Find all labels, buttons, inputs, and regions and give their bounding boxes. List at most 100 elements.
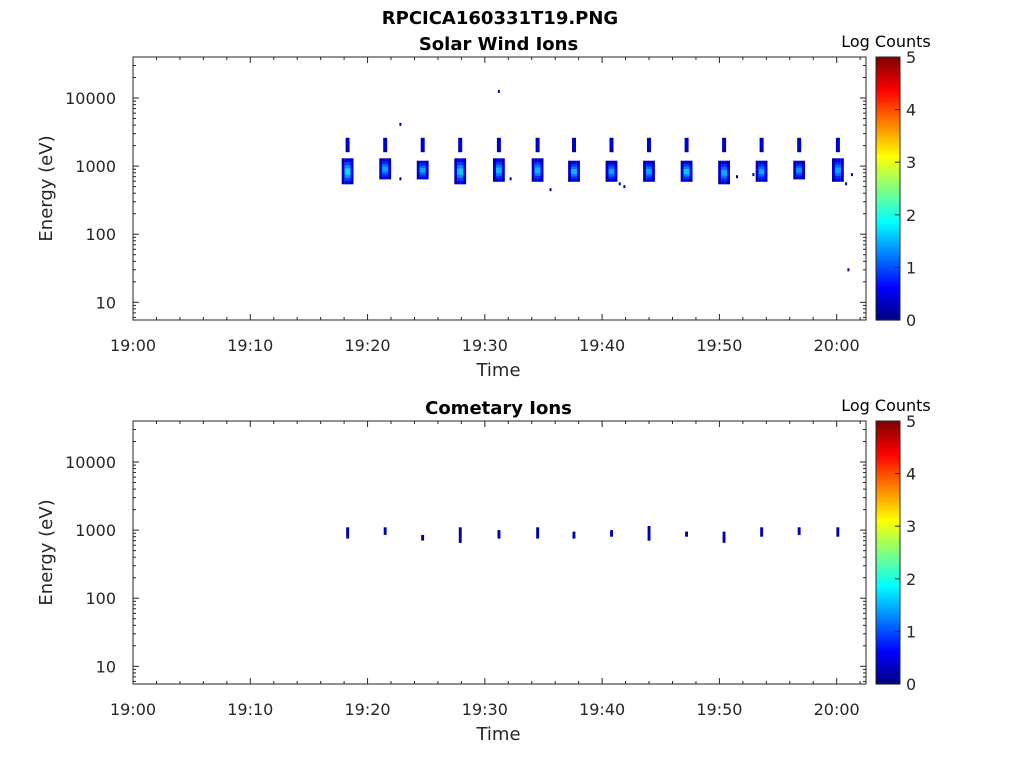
sweep-cell [416,163,420,166]
sweep-cell [832,178,835,182]
colorbar-step [876,149,900,153]
colorbar-step [876,251,900,255]
sweep-cell [419,160,423,164]
colorbar-step [876,573,900,577]
colorbar-step [876,541,900,546]
sweep-cell [689,176,693,180]
colorbar-step [876,442,900,446]
colorbar-step [876,478,900,483]
sweep-cell [793,165,797,168]
sweep-cell [764,163,768,167]
y-tick-label: 10 [96,293,116,312]
sweep-mark [458,527,462,543]
sweep-cell [416,167,420,171]
sweep-cell [382,166,386,170]
sweep-cell [347,174,351,178]
colorbar-step [876,473,900,477]
sweep-cell [686,176,690,180]
sweep-cell [689,165,693,169]
speck [399,177,402,181]
sweep-cell [649,163,652,167]
colorbar-step [876,544,900,548]
sweep-cell [605,165,609,169]
sweep-cell [573,176,577,180]
colorbar-step [876,264,900,268]
sweep-cell [718,166,722,170]
sweep-cell [718,178,722,182]
sweep-cell [651,171,655,175]
sweep-cell [611,178,615,182]
sweep-cell [755,176,759,180]
sweep-cell [534,178,538,182]
sweep-cell [571,168,574,172]
sweep-cell [834,175,838,179]
sweep-mark [421,534,425,541]
y-tick-label: 100 [85,589,116,608]
speck [736,175,738,179]
axes-frame [132,420,867,685]
speck [509,177,512,181]
sweep-cell [724,169,728,173]
sweep-cell [493,166,496,171]
sweep-cell [793,163,797,166]
sweep-cell [646,173,650,177]
sweep-cell [460,177,464,182]
sweep-cell [793,174,797,178]
colorbar-step [876,62,900,66]
colorbar-step [876,233,900,237]
y-axis: 10 100 1000 10000 [65,420,866,682]
y-axis-label: Energy (eV) [36,135,57,241]
sweep-cell [724,172,728,176]
colorbar-step [876,270,900,274]
colorbar-step [876,449,900,454]
sweep-cell [460,167,464,172]
colorbar-step [876,304,900,308]
sweep-cell [576,165,580,169]
sweep-cell [501,161,505,165]
colorbar-step [876,225,900,229]
colorbar-tick-label: 2 [906,570,916,589]
colorbar-step [876,85,900,90]
sweep-cell [724,163,728,167]
sweep-cell [568,160,572,164]
sweep-cell [537,161,541,165]
colorbar-step [876,568,900,572]
sweep-cell [832,169,835,174]
colorbar-tick-label: 1 [906,622,916,641]
sweep-cell [534,175,538,179]
sweep-cell [605,171,609,175]
sweep-cell [568,178,572,182]
sweep-cell [651,165,655,169]
colorbar-step [876,217,900,221]
sweep-cell [388,160,392,164]
colorbar-step [876,214,900,219]
colorbar-title: Log Counts [841,32,931,51]
colorbar-step [876,547,900,551]
sweep-cell [802,160,805,164]
sweep-cell [764,178,768,182]
sweep-cell [683,176,687,180]
sweep-cell [498,158,502,162]
sweep-cell [761,168,765,172]
colorbar-step [876,64,900,69]
sweep-cell [573,165,577,169]
sweep-cell [498,166,502,171]
sweep-cell [649,171,652,175]
x-tick-label: 19:10 [227,336,273,355]
sweep-cell [573,171,577,175]
sweep-cell [382,163,386,167]
sweep-cell [799,176,803,180]
sweep-cell [576,168,580,172]
sweep-cell [761,163,765,167]
sweep-cell [837,164,841,168]
sweep-cell [614,178,618,182]
sweep-cell [534,166,538,171]
sweep-cell [799,163,803,166]
sweep-cell [501,158,505,162]
sweep-cell [796,160,800,164]
colorbar-frame [875,420,901,685]
sweep-cell [382,173,386,177]
sweep-cell [422,165,426,168]
sweep-cell [683,178,687,182]
